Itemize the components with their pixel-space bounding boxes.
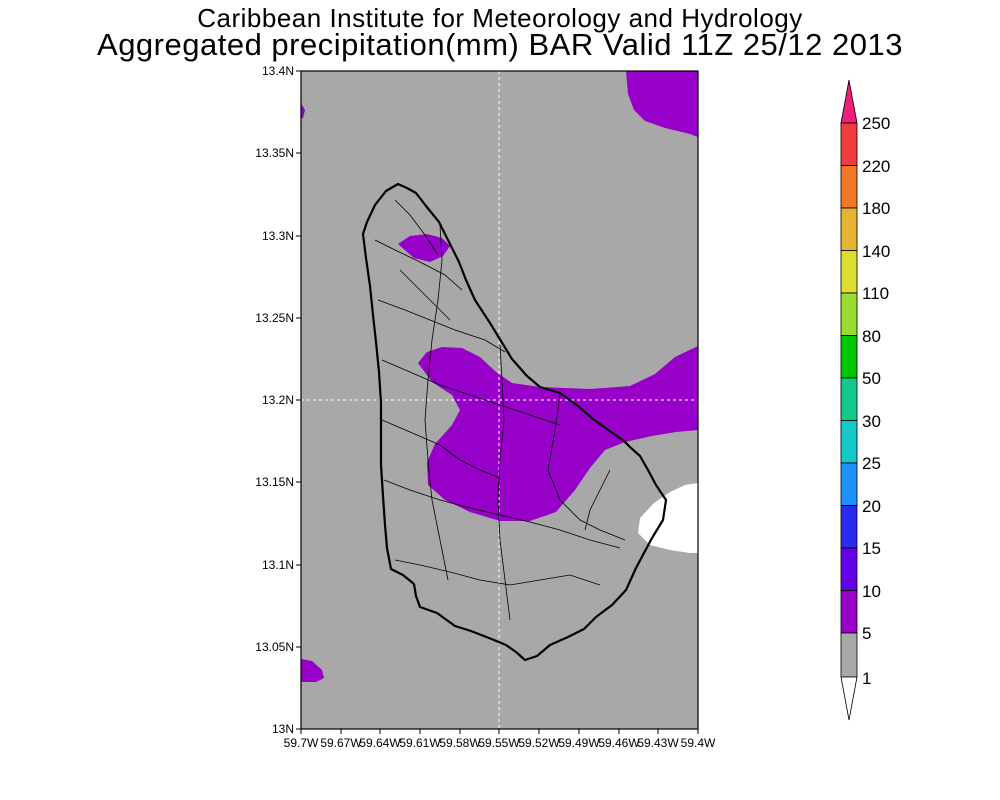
lat-tick-label: 13.25N — [255, 311, 294, 325]
colorbar-label: 50 — [862, 369, 881, 388]
colorbar-segment — [840, 505, 858, 549]
lat-tick-label: 13.2N — [262, 393, 294, 407]
institute-title: Caribbean Institute for Meteorology and … — [197, 3, 803, 33]
boundary-line — [394, 559, 601, 586]
boundary-line — [383, 479, 621, 549]
lat-tick-label: 13.15N — [255, 475, 294, 489]
colorbar-segment — [840, 207, 858, 251]
colorbar-top-arrow — [840, 79, 858, 124]
colorbar-segment — [840, 335, 858, 379]
boundary-line — [374, 239, 463, 291]
boundary-line — [547, 394, 626, 541]
colorbar-label: 10 — [862, 582, 881, 601]
lat-tick-label: 13.3N — [262, 229, 294, 243]
lon-tick-label: 59.61W — [399, 736, 441, 750]
colorbar-label: 250 — [862, 114, 890, 133]
precip-patch-northwest-edge — [301, 103, 305, 118]
boundary-line — [424, 224, 449, 581]
colorbar-label: 5 — [862, 624, 871, 643]
barbados-map — [361, 182, 668, 662]
lon-tick-label: 59.55W — [478, 736, 520, 750]
colorbar — [840, 79, 858, 721]
colorbar-label: 25 — [862, 454, 881, 473]
lon-tick-label: 59.46W — [598, 736, 640, 750]
colorbar-segment — [840, 462, 858, 506]
lon-axis — [300, 729, 699, 734]
colorbar-label: 110 — [862, 284, 889, 303]
colorbar-label: 15 — [862, 539, 881, 558]
lon-tick-label: 59.4W — [681, 736, 716, 750]
colorbar-segment — [840, 590, 858, 634]
lat-tick-label: 13.1N — [262, 558, 294, 572]
parish-boundaries — [374, 199, 626, 621]
colorbar-label: 220 — [862, 157, 890, 176]
colorbar-segment — [840, 250, 858, 294]
boundary-line — [584, 469, 611, 531]
colorbar-label: 180 — [862, 199, 890, 218]
colorbar-label: 1 — [862, 669, 871, 688]
boundary-line — [381, 359, 561, 426]
boundary-line — [377, 299, 506, 353]
colorbar-segment — [840, 122, 858, 166]
colorbar-label: 80 — [862, 327, 881, 346]
boundary-line — [381, 419, 501, 479]
lat-axis — [296, 70, 301, 730]
precip-patch-central — [418, 346, 698, 521]
colorbar-segment — [840, 547, 858, 591]
colorbar-label: 30 — [862, 412, 881, 431]
lat-tick-label: 13.35N — [255, 146, 294, 160]
precip-patch-southwest — [301, 659, 324, 682]
product-title: Aggregated precipitation(mm) BAR Valid 1… — [97, 27, 903, 62]
colorbar-segment — [840, 165, 858, 209]
colorbar-bottom-arrow — [840, 676, 858, 721]
colorbar-segment — [840, 420, 858, 464]
boundary-line — [399, 269, 451, 321]
lon-tick-label: 59.52W — [518, 736, 560, 750]
precip-patch-north-island — [398, 234, 450, 262]
lat-tick-label: 13.4N — [262, 64, 294, 78]
lon-tick-label: 59.64W — [359, 736, 401, 750]
lat-tick-label: 13N — [272, 722, 294, 736]
lon-tick-label: 59.7W — [284, 736, 319, 750]
lon-tick-label: 59.49W — [558, 736, 600, 750]
colorbar-label: 140 — [862, 242, 890, 261]
colorbar-segment — [840, 632, 858, 678]
precip-patch-northeast — [626, 71, 698, 137]
lat-tick-label: 13.05N — [255, 640, 294, 654]
lon-tick-label: 59.67W — [320, 736, 362, 750]
colorbar-segment — [840, 292, 858, 336]
island-outline — [361, 182, 668, 662]
colorbar-label: 20 — [862, 497, 881, 516]
lon-tick-label: 59.58W — [439, 736, 481, 750]
lon-tick-label: 59.43W — [637, 736, 679, 750]
colorbar-segment — [840, 377, 858, 421]
boundary-line — [394, 199, 439, 256]
boundary-line — [497, 344, 511, 621]
